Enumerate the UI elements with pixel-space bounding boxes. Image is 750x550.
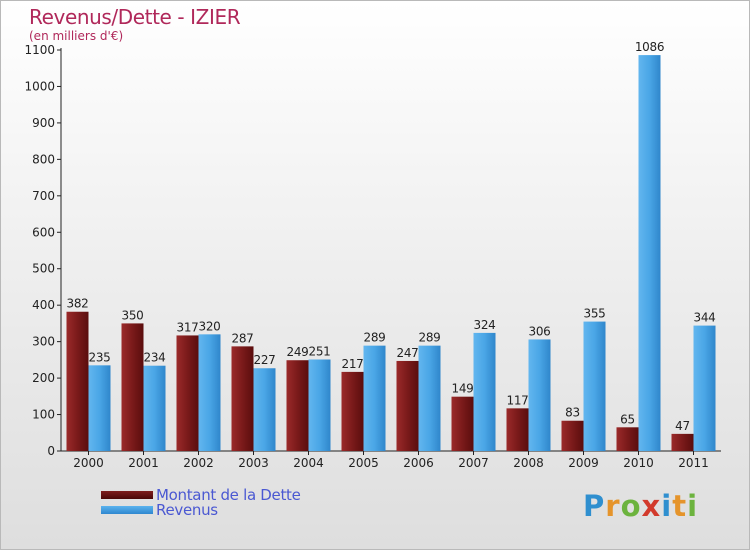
data-label-dette: 382: [66, 297, 88, 311]
chart-title: Revenus/Dette - IZIER: [29, 5, 241, 29]
data-label-revenus: 1086: [635, 40, 664, 54]
y-tick-label: 500: [32, 262, 55, 276]
bar-revenus: [143, 365, 166, 451]
bar-revenus: [418, 345, 441, 451]
bar-dette: [616, 427, 639, 451]
y-tick-label: 900: [32, 116, 55, 130]
data-label-dette: 287: [231, 331, 253, 345]
data-label-revenus: 289: [363, 331, 385, 345]
y-tick-label: 200: [32, 371, 55, 385]
y-tick-label: 400: [32, 298, 55, 312]
x-tick-label: 2002: [183, 456, 214, 470]
x-tick-label: 2001: [128, 456, 159, 470]
data-label-dette: 217: [341, 357, 363, 371]
bar-dette: [176, 335, 199, 451]
data-label-dette: 317: [176, 320, 198, 334]
data-label-dette: 65: [620, 412, 635, 426]
x-tick-label: 2000: [73, 456, 104, 470]
bar-revenus: [693, 325, 716, 451]
bar-revenus: [88, 365, 111, 451]
legend-swatch-dette: [101, 491, 153, 499]
bar-revenus: [308, 359, 331, 451]
bar-dette: [66, 311, 89, 451]
y-tick-label: 0: [47, 444, 55, 458]
x-tick-label: 2010: [623, 456, 654, 470]
x-tick-label: 2005: [348, 456, 379, 470]
chart-subtitle: (en milliers d'€): [29, 29, 124, 43]
x-tick-label: 2008: [513, 456, 544, 470]
x-tick-label: 2004: [293, 456, 324, 470]
bar-dette: [506, 408, 529, 451]
bar-dette: [561, 420, 584, 451]
data-label-dette: 350: [121, 308, 143, 322]
y-tick-label: 100: [32, 408, 55, 422]
bar-dette: [286, 360, 309, 451]
y-tick-label: 1100: [24, 43, 55, 57]
bar-dette: [671, 433, 694, 451]
data-label-revenus: 289: [418, 331, 440, 345]
y-tick-label: 700: [32, 189, 55, 203]
data-label-dette: 117: [506, 393, 528, 407]
data-label-revenus: 227: [253, 353, 275, 367]
x-tick-label: 2009: [568, 456, 599, 470]
proxiti-logo: Proxiti: [583, 489, 699, 523]
bar-revenus: [363, 345, 386, 451]
y-tick-label: 300: [32, 335, 55, 349]
data-label-revenus: 251: [308, 344, 330, 358]
bar-revenus: [253, 368, 276, 451]
data-label-revenus: 344: [693, 311, 715, 325]
data-label-dette: 83: [565, 406, 580, 420]
data-label-revenus: 234: [143, 351, 165, 365]
bar-dette: [231, 346, 254, 451]
bar-dette: [396, 360, 419, 451]
bar-revenus: [638, 55, 661, 451]
data-label-dette: 47: [675, 419, 690, 433]
data-label-dette: 247: [396, 346, 418, 360]
data-label-revenus: 235: [88, 350, 110, 364]
data-label-revenus: 355: [583, 307, 605, 321]
legend-label-dette: Montant de la Dette: [156, 486, 301, 504]
x-tick-label: 2007: [458, 456, 489, 470]
bar-revenus: [198, 334, 221, 451]
legend-label-revenus: Revenus: [156, 501, 218, 519]
data-label-revenus: 324: [473, 318, 495, 332]
data-label-revenus: 320: [198, 319, 220, 333]
bar-revenus: [583, 321, 606, 451]
bar-dette: [341, 371, 364, 451]
y-tick-label: 800: [32, 152, 55, 166]
x-tick-label: 2006: [403, 456, 434, 470]
y-tick-label: 1000: [24, 79, 55, 93]
bar-dette: [121, 323, 144, 451]
data-label-revenus: 306: [528, 324, 550, 338]
x-tick-label: 2003: [238, 456, 269, 470]
bar-revenus: [473, 332, 496, 451]
data-label-dette: 149: [451, 382, 473, 396]
legend-swatch-revenus: [101, 506, 153, 514]
bar-dette: [451, 396, 474, 451]
y-tick-label: 600: [32, 225, 55, 239]
data-label-dette: 249: [286, 345, 308, 359]
x-tick-label: 2011: [678, 456, 709, 470]
bar-revenus: [528, 339, 551, 451]
